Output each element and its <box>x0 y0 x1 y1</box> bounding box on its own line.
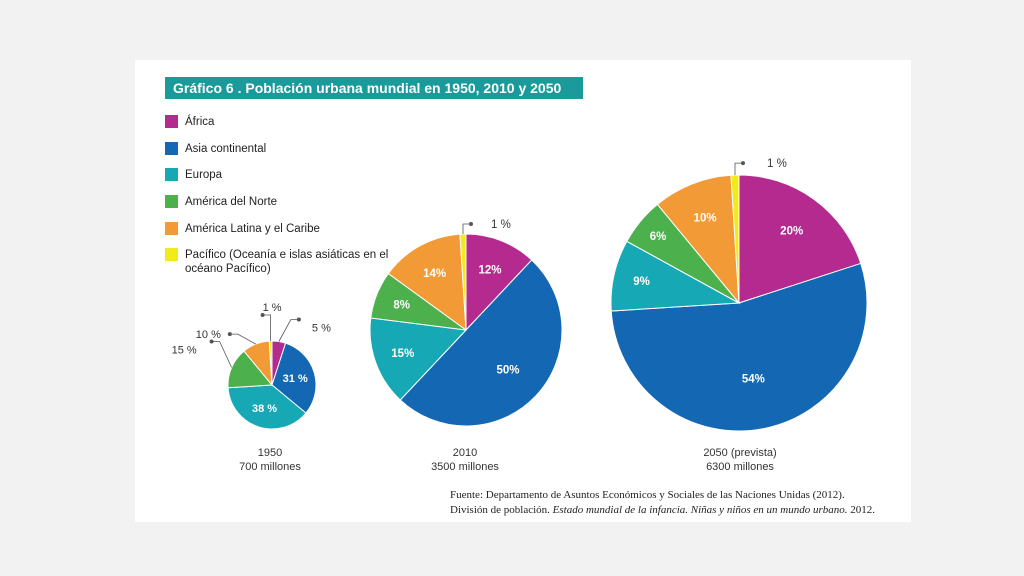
pie-slice <box>369 317 468 401</box>
source-publication: Estado mundial de la infancia. Niñas y n… <box>552 504 848 516</box>
legend-label: Pacífico (Oceanía e islas asiáticas en e… <box>185 249 389 275</box>
pie-slice <box>227 384 307 430</box>
pie-slice <box>610 262 868 432</box>
chart-card: Gráfico 6 . Población urbana mundial en … <box>135 60 911 522</box>
data-label: 12% <box>478 264 501 276</box>
pie-slice <box>465 233 533 332</box>
legend-label: América del Norte <box>185 196 278 208</box>
data-label: 38 % <box>252 403 277 415</box>
data-label: 5 % <box>312 323 331 335</box>
source-note: Fuente: Departamento de Asuntos Económic… <box>450 488 910 518</box>
caption-2010: 2010 3500 millones <box>410 446 520 474</box>
data-label: 6% <box>650 231 667 243</box>
source-org: División de población. <box>450 504 553 516</box>
legend-label: Asia continental <box>185 143 267 155</box>
pie-slice <box>459 233 467 331</box>
leader-dot <box>227 332 232 337</box>
data-label: 54% <box>742 373 765 385</box>
chart-title: Gráfico 6 . Población urbana mundial en … <box>165 77 583 99</box>
data-label: 20% <box>780 226 803 238</box>
source-year: 2012. <box>847 504 876 516</box>
legend-swatch <box>165 195 178 208</box>
caption-value: 3500 millones <box>431 461 499 473</box>
pie-slice <box>271 342 317 414</box>
data-label: 1 % <box>491 219 511 231</box>
leader-line <box>462 223 471 234</box>
legend-label: África <box>185 116 215 128</box>
source-line-1: Fuente: Departamento de Asuntos Económic… <box>450 489 845 501</box>
caption-value: 700 millones <box>239 461 301 473</box>
data-label: 1 % <box>263 302 282 314</box>
pie-slice <box>268 340 273 386</box>
legend-swatch <box>165 168 178 181</box>
source-line-2: División de población. Estado mundial de… <box>450 503 910 518</box>
leader-dot <box>469 222 473 226</box>
data-label: 14% <box>423 268 446 280</box>
leader-line <box>229 333 256 345</box>
legend-label: Europa <box>185 169 223 181</box>
data-label: 31 % <box>283 373 308 385</box>
pie-slice <box>399 259 563 427</box>
caption-year: 2050 (prevista) <box>703 447 777 459</box>
data-label: 15 % <box>172 345 197 357</box>
leader-line <box>278 319 299 342</box>
leader-dot <box>260 313 265 317</box>
leader-line <box>211 341 232 368</box>
data-label: 50% <box>496 364 519 376</box>
caption-2050: 2050 (prevista) 6300 millones <box>680 446 800 474</box>
data-label: 8% <box>393 300 410 312</box>
data-label: 15% <box>391 348 414 360</box>
data-label: 9% <box>633 276 650 288</box>
data-label: 1 % <box>767 158 787 170</box>
leader-dot <box>209 339 214 344</box>
pie-slice <box>738 174 862 304</box>
leader-dot <box>296 317 301 322</box>
data-label: 10 % <box>196 329 221 341</box>
leader-line <box>262 314 272 341</box>
caption-year: 1950 <box>257 447 283 459</box>
pie-charts: 5 % 31 % 38 % 15 % 10 % 1 % 12% 50% 15% 8% 14% 1 % 2… <box>172 158 868 432</box>
data-label: 10% <box>694 212 717 224</box>
leader-dot <box>741 161 745 166</box>
legend-swatch <box>165 248 178 261</box>
legend-swatch <box>165 142 178 155</box>
legend-swatch <box>165 222 178 235</box>
pie-slice <box>387 233 467 332</box>
caption-year: 2010 <box>452 447 478 459</box>
caption-1950: 1950 700 millones <box>220 446 320 474</box>
pie-slice <box>656 174 740 305</box>
legend-swatch <box>165 115 178 128</box>
caption-value: 6300 millones <box>706 461 774 473</box>
legend-label: América Latina y el Caribe <box>185 223 320 235</box>
leader-line <box>734 162 743 176</box>
